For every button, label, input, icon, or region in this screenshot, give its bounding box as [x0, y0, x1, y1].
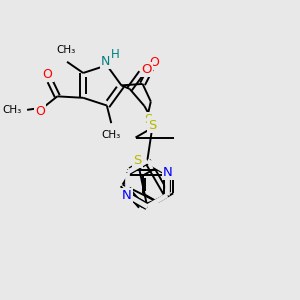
Text: CH₃: CH₃ [56, 45, 75, 55]
Text: S: S [144, 113, 152, 126]
Text: N: N [163, 166, 172, 179]
Text: CH₃: CH₃ [3, 105, 22, 115]
Text: S: S [148, 118, 157, 131]
Text: O: O [149, 56, 159, 69]
Text: H: H [111, 49, 119, 62]
Text: S: S [133, 154, 142, 167]
Text: CH₃: CH₃ [102, 130, 121, 140]
Text: O: O [35, 104, 45, 118]
Text: N: N [101, 55, 110, 68]
Text: N: N [122, 189, 132, 202]
Text: O: O [141, 63, 152, 76]
Text: methyl: methyl [18, 109, 23, 110]
Text: O: O [43, 68, 52, 81]
